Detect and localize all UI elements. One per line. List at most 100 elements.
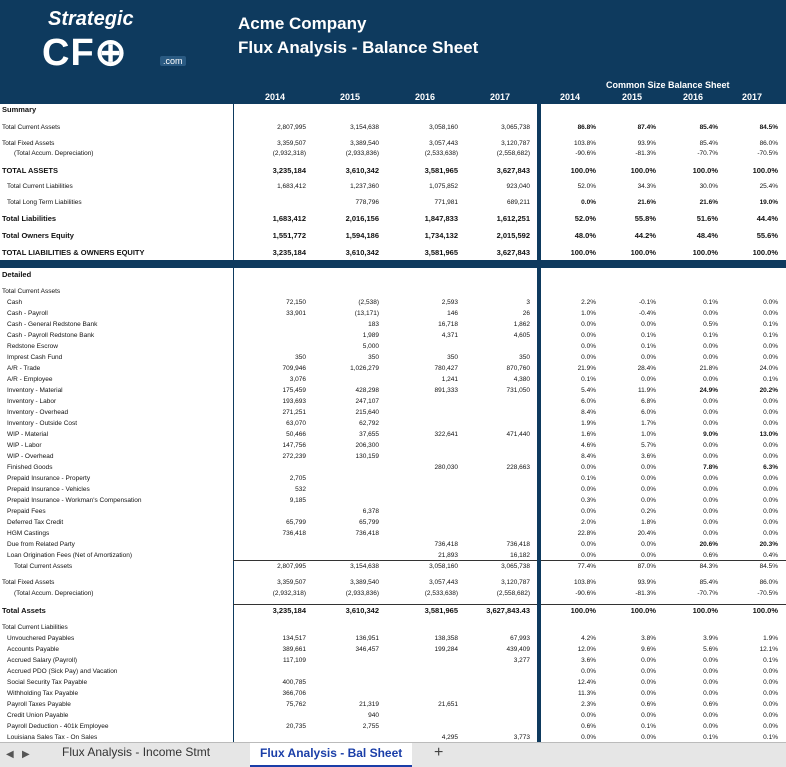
percent-cell[interactable]: 0.0% (641, 712, 656, 719)
percent-cell[interactable]: -81.3% (635, 150, 656, 157)
percent-cell[interactable]: 0.0% (703, 668, 718, 675)
value-cell[interactable]: 3,058,160 (429, 563, 458, 570)
percent-cell[interactable]: 0.1% (703, 734, 718, 741)
percent-cell[interactable]: 0.0% (763, 310, 778, 317)
value-cell[interactable]: 3,057,443 (429, 140, 458, 147)
percent-cell[interactable]: 0.0% (641, 475, 656, 482)
percent-cell[interactable]: 0.1% (641, 332, 656, 339)
row-label[interactable]: Inventory - Overhead (7, 409, 69, 416)
row-label[interactable]: TOTAL ASSETS (2, 166, 58, 175)
percent-cell[interactable]: 100.0% (630, 166, 656, 175)
value-cell[interactable]: 50,466 (286, 431, 306, 438)
value-cell[interactable]: 3,235,184 (272, 248, 306, 257)
value-cell[interactable]: 731,050 (506, 387, 531, 394)
row-label[interactable]: Due from Related Party (7, 541, 75, 548)
value-cell[interactable]: 228,663 (506, 464, 531, 471)
percent-cell[interactable]: 0.0% (763, 690, 778, 697)
value-cell[interactable]: 37,655 (359, 431, 379, 438)
value-cell[interactable]: 1,683,412 (277, 183, 306, 190)
percent-cell[interactable]: 0.0% (641, 541, 656, 548)
value-cell[interactable]: 21,893 (438, 552, 458, 559)
value-cell[interactable]: 1,989 (362, 332, 379, 339)
percent-cell[interactable]: 0.0% (763, 299, 778, 306)
percent-cell[interactable]: 86.8% (577, 124, 596, 131)
percent-cell[interactable]: 100.0% (692, 248, 718, 257)
percent-cell[interactable]: 0.0% (581, 321, 596, 328)
value-cell[interactable]: 146 (447, 310, 458, 317)
row-label[interactable]: Total Current Assets (2, 288, 61, 295)
percent-cell[interactable]: 0.0% (763, 343, 778, 350)
percent-cell[interactable]: 9.6% (641, 646, 656, 653)
value-cell[interactable]: 3,065,738 (501, 124, 530, 131)
percent-cell[interactable]: 34.3% (637, 183, 656, 190)
percent-cell[interactable]: 100.0% (570, 248, 596, 257)
value-cell[interactable]: 2,016,156 (345, 214, 379, 223)
value-cell[interactable]: 1,734,132 (424, 231, 458, 240)
value-cell[interactable]: 350 (447, 354, 458, 361)
percent-cell[interactable]: 0.0% (581, 508, 596, 515)
value-cell[interactable]: 3 (526, 299, 530, 306)
value-cell[interactable]: 272,239 (282, 453, 307, 460)
value-cell[interactable]: 3,773 (513, 734, 530, 741)
percent-cell[interactable]: 0.0% (641, 464, 656, 471)
value-cell[interactable]: 689,211 (506, 199, 530, 206)
value-cell[interactable]: 2,755 (362, 723, 379, 730)
value-cell[interactable]: 9,185 (289, 497, 306, 504)
percent-cell[interactable]: 52.0% (577, 183, 596, 190)
percent-cell[interactable]: 84.5% (759, 563, 778, 570)
percent-cell[interactable]: 0.0% (763, 497, 778, 504)
percent-cell[interactable]: 0.0% (703, 690, 718, 697)
value-cell[interactable]: 870,760 (506, 365, 531, 372)
percent-cell[interactable]: 100.0% (630, 248, 656, 257)
percent-cell[interactable]: 0.3% (581, 497, 596, 504)
value-cell[interactable]: 1,026,279 (350, 365, 379, 372)
percent-cell[interactable]: 0.1% (763, 734, 778, 741)
value-cell[interactable]: 322,641 (434, 431, 459, 438)
value-cell[interactable]: 138,358 (434, 635, 459, 642)
value-cell[interactable]: 3,610,342 (345, 166, 379, 175)
value-cell[interactable]: 206,300 (355, 442, 380, 449)
value-cell[interactable]: 215,640 (355, 409, 380, 416)
percent-cell[interactable]: 51.6% (696, 214, 718, 223)
percent-cell[interactable]: 6.3% (763, 464, 778, 471)
percent-cell[interactable]: 93.9% (637, 579, 656, 586)
percent-cell[interactable]: 6.0% (641, 409, 656, 416)
percent-cell[interactable]: 13.0% (759, 431, 778, 438)
percent-cell[interactable]: 0.0% (703, 354, 718, 361)
value-cell[interactable]: 67,993 (510, 635, 530, 642)
value-cell[interactable]: 1,612,251 (496, 214, 530, 223)
percent-cell[interactable]: 0.1% (763, 657, 778, 664)
value-cell[interactable]: 736,418 (506, 541, 531, 548)
percent-cell[interactable]: 0.0% (763, 486, 778, 493)
percent-cell[interactable]: 12.4% (577, 679, 596, 686)
percent-cell[interactable]: 0.0% (703, 712, 718, 719)
percent-cell[interactable]: 1.9% (581, 420, 596, 427)
value-cell[interactable]: 940 (368, 712, 379, 719)
percent-cell[interactable]: 1.8% (641, 519, 656, 526)
row-label[interactable]: Redstone Escrow (7, 343, 58, 350)
percent-cell[interactable]: 5.4% (581, 387, 596, 394)
percent-cell[interactable]: 0.0% (703, 657, 718, 664)
value-cell[interactable]: 247,107 (355, 398, 380, 405)
percent-cell[interactable]: 0.0% (581, 464, 596, 471)
value-cell[interactable]: 3,120,787 (501, 140, 530, 147)
row-label[interactable]: Credit Union Payable (7, 712, 69, 719)
percent-cell[interactable]: 8.4% (581, 409, 596, 416)
percent-cell[interactable]: 3.8% (641, 635, 656, 642)
percent-cell[interactable]: 0.0% (641, 668, 656, 675)
percent-cell[interactable]: 4.2% (581, 635, 596, 642)
value-cell[interactable]: (2,932,318) (272, 590, 306, 597)
percent-cell[interactable]: 21.9% (577, 365, 596, 372)
percent-cell[interactable]: 0.4% (763, 552, 778, 559)
value-cell[interactable]: 1,237,360 (350, 183, 379, 190)
percent-cell[interactable]: 100.0% (692, 606, 718, 615)
percent-cell[interactable]: 0.1% (763, 376, 778, 383)
value-cell[interactable]: 471,440 (506, 431, 531, 438)
value-cell[interactable]: 3,627,843 (496, 166, 530, 175)
value-cell[interactable]: 4,295 (441, 734, 458, 741)
percent-cell[interactable]: 0.0% (763, 701, 778, 708)
value-cell[interactable]: 20,735 (286, 723, 306, 730)
percent-cell[interactable]: 0.0% (641, 552, 656, 559)
row-label[interactable]: Prepaid Insurance - Workman's Compensati… (7, 497, 142, 504)
value-cell[interactable]: (2,558,682) (496, 150, 530, 157)
